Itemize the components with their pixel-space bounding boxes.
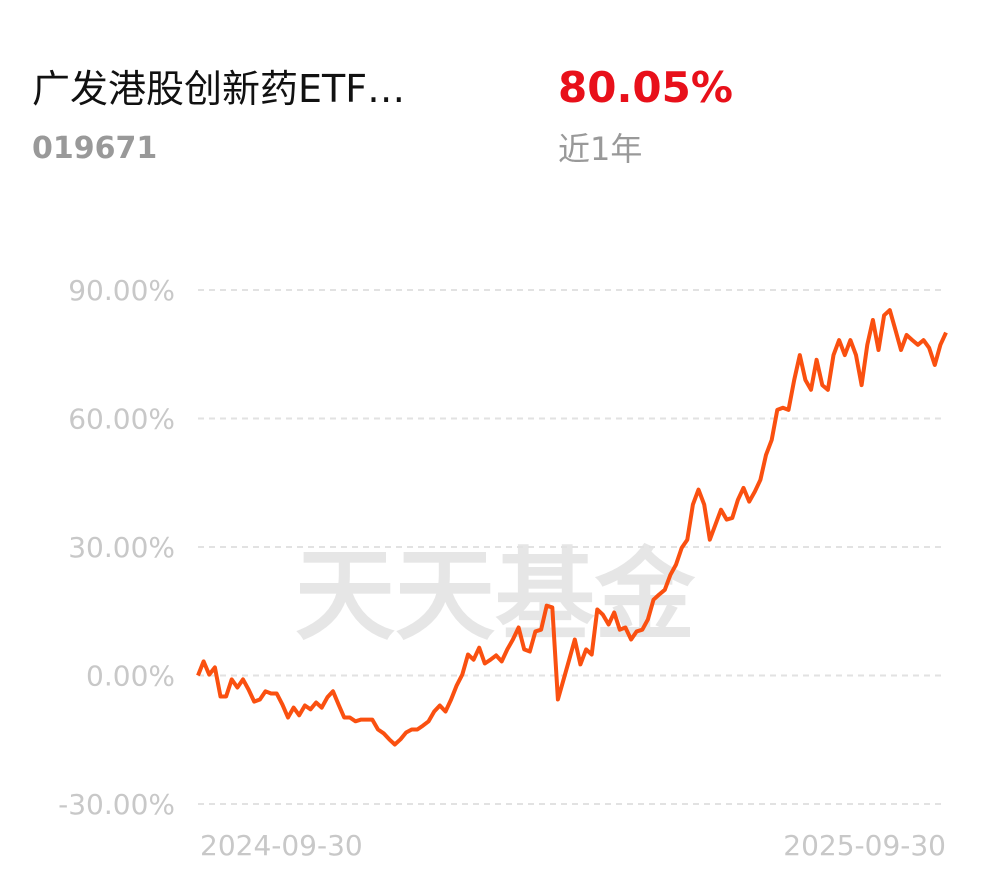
fund-code: 019671 [32, 131, 157, 166]
return-period: 近1年 [558, 130, 642, 168]
y-tick-label: 0.00% [86, 660, 175, 693]
y-tick-label: 60.00% [68, 403, 175, 436]
plot: -30.00% 0.00% 30.00% 60.00% 90.00% 2024-09-30… [58, 274, 948, 862]
return-value: 80.05% [558, 63, 733, 112]
y-tick-label: 90.00% [68, 274, 175, 307]
data-line [196, 308, 948, 747]
y-tick-label: -30.00% [58, 788, 175, 821]
fund-title: 广发港股创新药ETF… [32, 67, 405, 111]
x-tick-label: 2025-09-30 [783, 829, 946, 862]
x-tick-label: 2024-09-30 [200, 829, 363, 862]
y-tick-label: 30.00% [68, 531, 175, 564]
watermark: 天天基金 [295, 536, 696, 654]
